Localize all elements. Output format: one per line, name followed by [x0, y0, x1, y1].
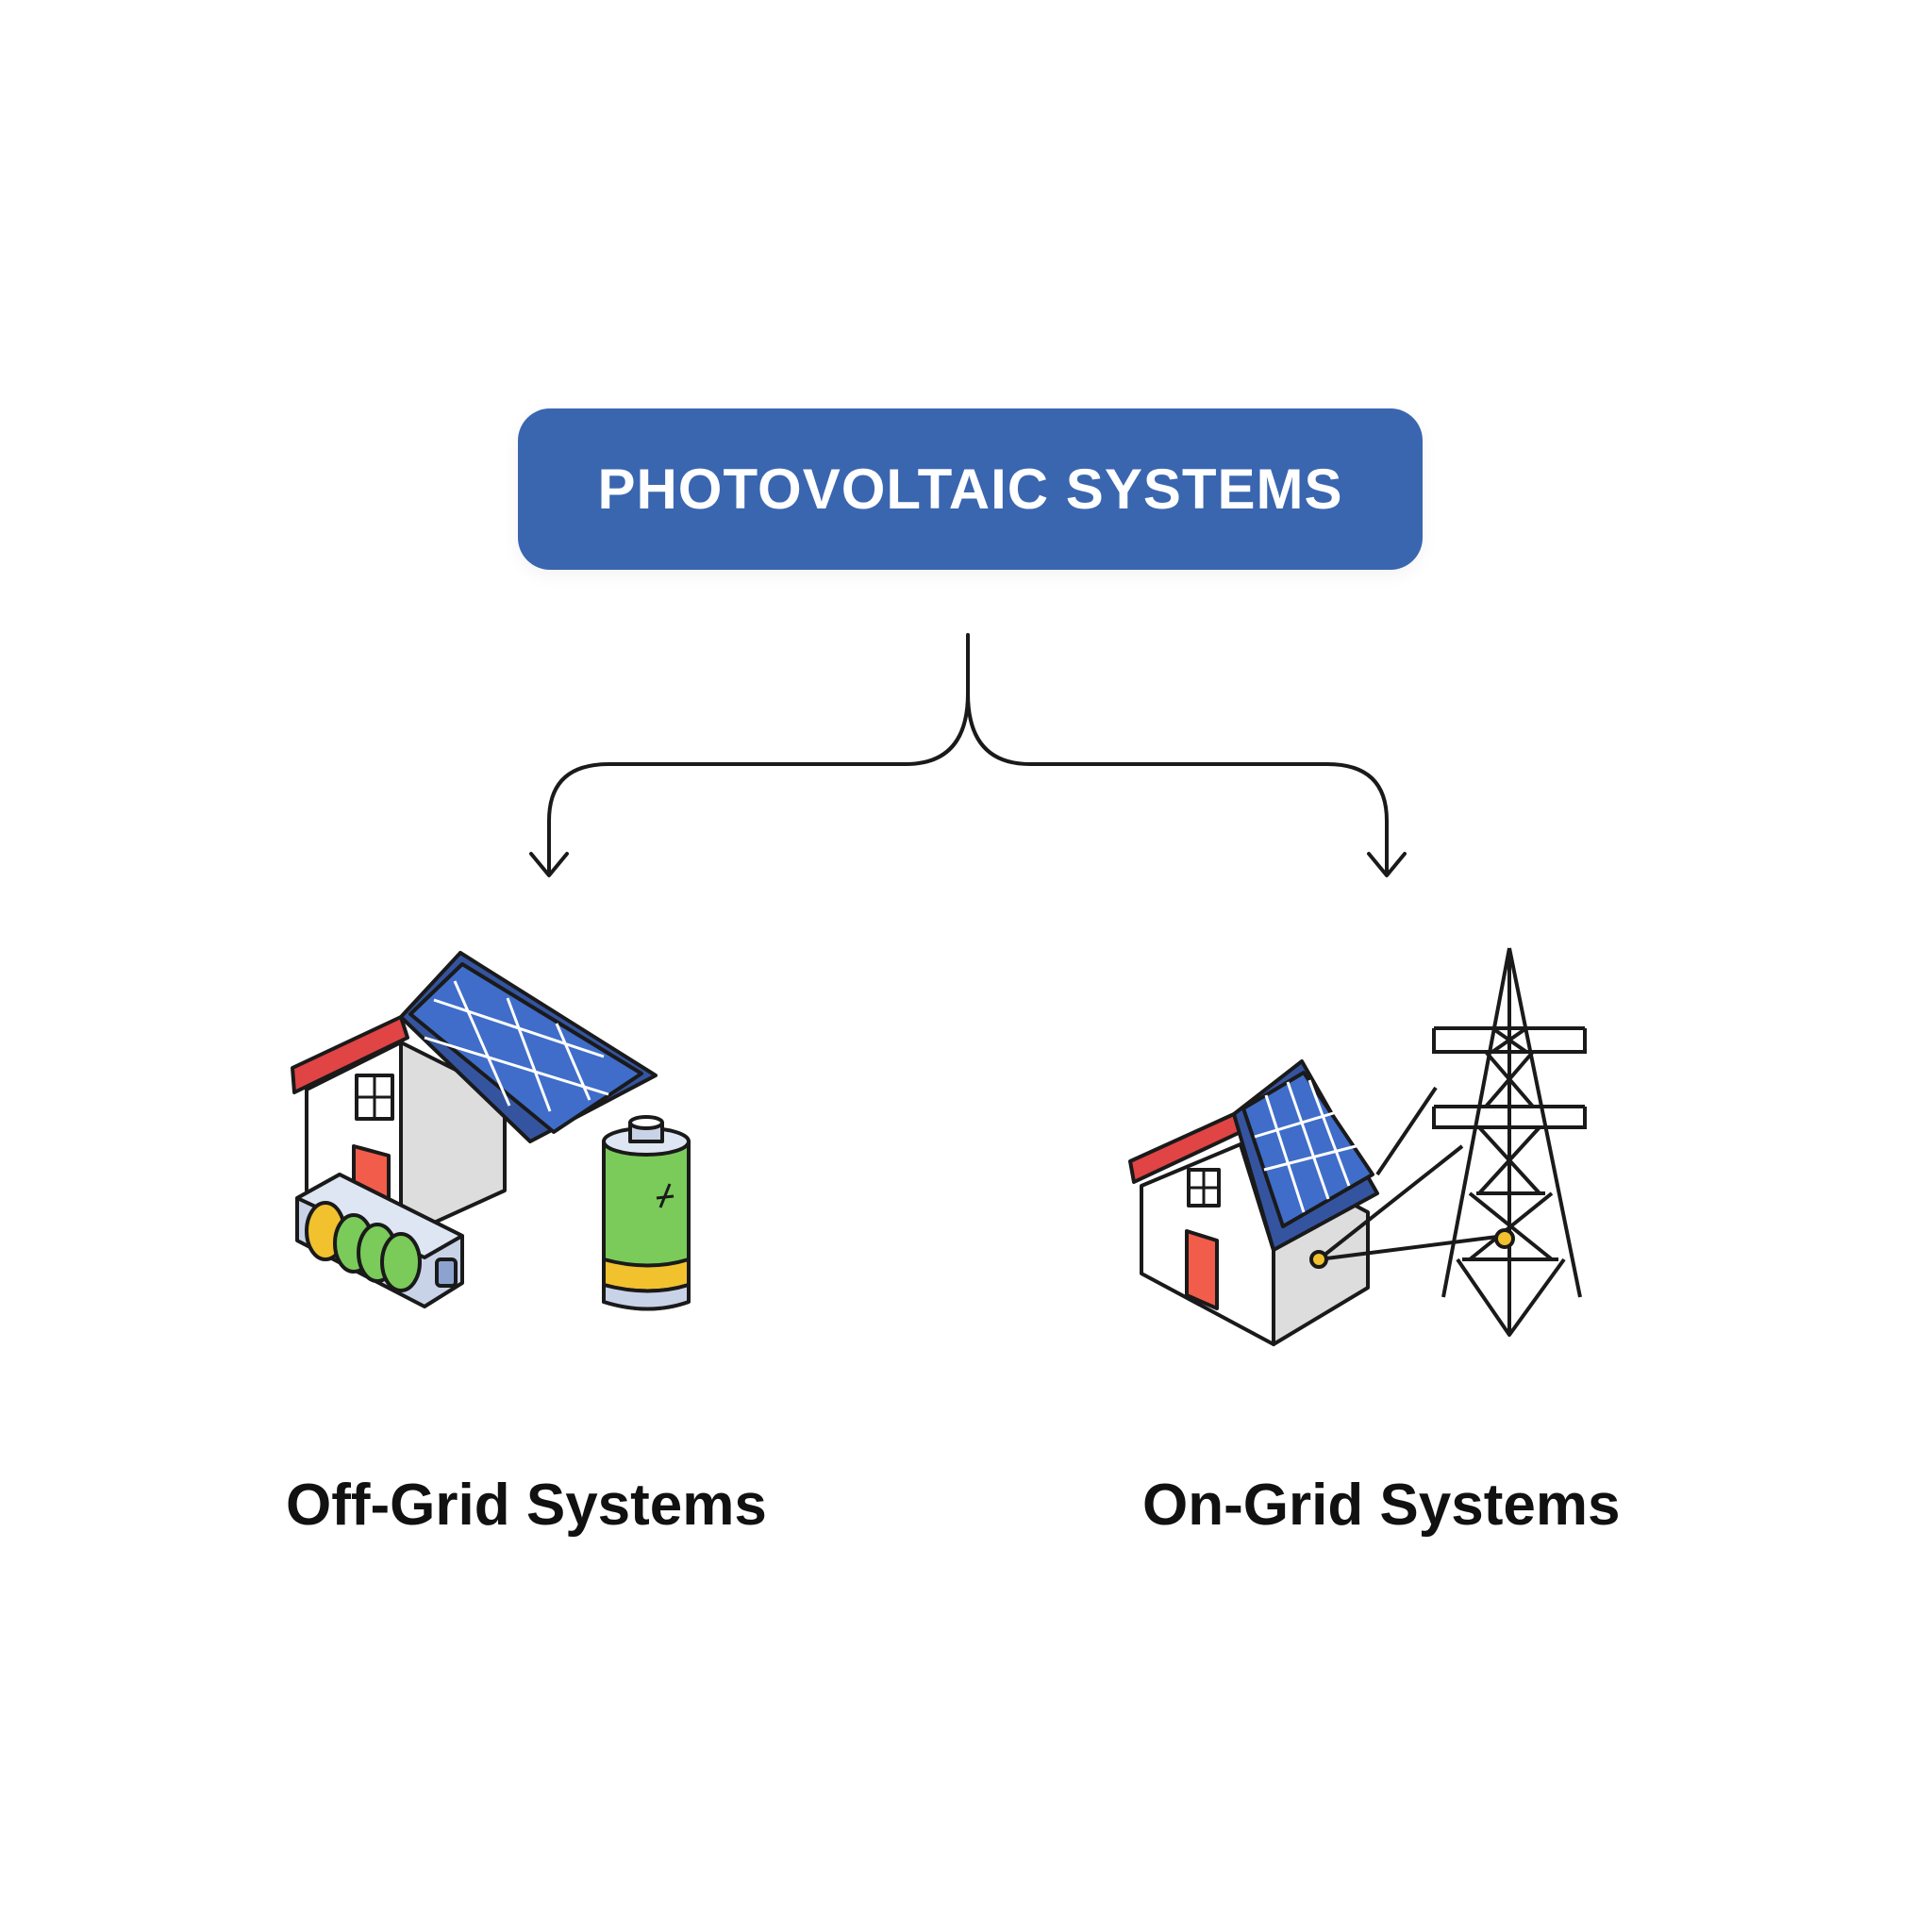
- power-line: [1318, 1234, 1506, 1261]
- solar-panel: [1241, 1071, 1374, 1228]
- house-with-transmission-tower-icon: [1128, 947, 1587, 1346]
- arrowhead-right: [1367, 852, 1407, 877]
- on-grid-label: On-Grid Systems: [1142, 1473, 1621, 1538]
- connector-right: [966, 691, 1389, 874]
- roof-red: [291, 1015, 409, 1094]
- root-node-label: PHOTOVOLTAIC SYSTEMS: [597, 458, 1343, 521]
- door: [1185, 1229, 1219, 1310]
- connector-trunk: [904, 633, 970, 766]
- power-line: [1375, 1086, 1438, 1176]
- power-line: [1317, 1144, 1464, 1261]
- house-with-batteries-icon: [291, 951, 691, 1311]
- root-node: PHOTOVOLTAIC SYSTEMS: [518, 408, 1423, 570]
- battery-lying-terminal: [435, 1257, 458, 1288]
- transmission-tower: [1432, 947, 1587, 1337]
- off-grid-label: Off-Grid Systems: [286, 1473, 767, 1538]
- connector-left: [547, 762, 908, 874]
- arrowhead-left: [529, 852, 569, 877]
- grid-connection-point: [1309, 1250, 1328, 1269]
